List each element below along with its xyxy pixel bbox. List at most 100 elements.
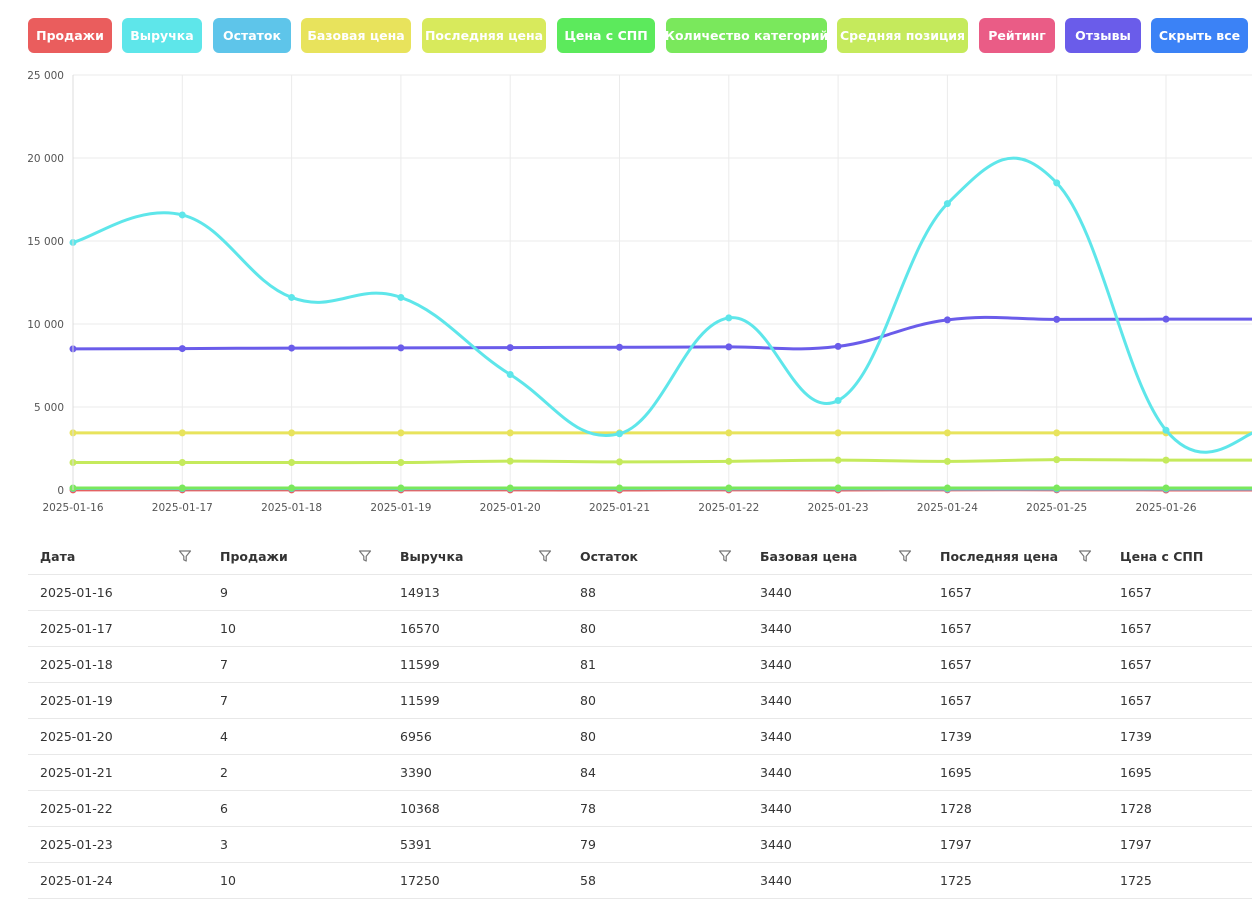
table-cell: 1797 xyxy=(1120,837,1152,852)
column-header[interactable]: Последняя цена xyxy=(940,548,1059,564)
data-point-category_count xyxy=(725,484,733,492)
column-header[interactable]: Базовая цена xyxy=(760,548,858,564)
toggle-button-8[interactable]: Рейтинг xyxy=(979,18,1055,53)
filter-icon[interactable] xyxy=(718,549,732,563)
table-cell: 2025-01-18 xyxy=(40,657,113,672)
table-cell: 3440 xyxy=(760,873,792,888)
toggle-button-0[interactable]: Продажи xyxy=(28,18,112,53)
table-cell: 1739 xyxy=(940,729,972,744)
table-cell: 1657 xyxy=(940,621,972,636)
table-cell: 1695 xyxy=(940,765,972,780)
table-header-row: Дата Продажи Выручка Остаток Базовая цена Пос… xyxy=(28,538,1252,575)
table-cell: 58 xyxy=(580,873,596,888)
x-tick-label: 2025-01-20 xyxy=(480,502,541,514)
toggle-button-2[interactable]: Остаток xyxy=(213,18,291,53)
x-tick-label: 2025-01-22 xyxy=(698,502,759,514)
toggle-button-3[interactable]: Базовая цена xyxy=(301,18,411,53)
table-cell: 80 xyxy=(580,693,596,708)
data-point-category_count xyxy=(616,484,623,492)
series-line-avg_position xyxy=(71,458,1252,465)
column-header[interactable]: Продажи xyxy=(220,548,288,564)
data-point-avg_position xyxy=(725,457,733,465)
series-line-reviews xyxy=(71,315,1252,351)
data-point-reviews xyxy=(616,343,623,351)
column-header[interactable]: Выручка xyxy=(400,548,464,564)
x-tick-label: 2025-01-18 xyxy=(261,502,322,514)
data-point-revenue xyxy=(1053,179,1061,187)
column-header[interactable]: Остаток xyxy=(580,548,639,564)
filter-icon[interactable] xyxy=(538,549,552,563)
table-cell: 3440 xyxy=(760,621,792,636)
y-tick-label: 25 000 xyxy=(27,70,64,82)
x-tick-label: 2025-01-17 xyxy=(152,502,213,514)
table-cell: 1657 xyxy=(940,693,972,708)
table-cell: 78 xyxy=(580,801,596,816)
data-table: Дата Продажи Выручка Остаток Базовая цена Пос… xyxy=(28,538,1252,899)
toggle-button-10[interactable]: Скрыть все xyxy=(1151,18,1248,53)
toggle-button-9[interactable]: Отзывы xyxy=(1065,18,1141,53)
data-point-category_count xyxy=(1162,484,1170,492)
data-point-category_count xyxy=(506,484,514,492)
data-point-category_count xyxy=(1053,484,1061,492)
filter-icon[interactable] xyxy=(178,549,192,563)
data-point-base_price xyxy=(943,429,951,437)
data-point-base_price xyxy=(397,429,405,437)
column-header[interactable]: Цена с СПП xyxy=(1120,548,1204,564)
toggle-button-6[interactable]: Количество категорий xyxy=(665,18,828,53)
table-cell: 2025-01-16 xyxy=(40,585,113,600)
y-tick-label: 5 000 xyxy=(34,402,64,414)
table-cell: 10 xyxy=(220,621,236,636)
table-cell: 2025-01-21 xyxy=(40,765,113,780)
table-cell: 3440 xyxy=(760,585,792,600)
filter-icon[interactable] xyxy=(898,549,912,563)
data-point-reviews xyxy=(1053,315,1061,323)
table-cell: 4 xyxy=(220,729,228,744)
data-point-base_price xyxy=(506,429,514,437)
data-point-base_price xyxy=(725,429,733,437)
table-cell: 16570 xyxy=(400,621,440,636)
toggle-button-5[interactable]: Цена с СПП xyxy=(557,18,655,53)
table-cell: 3440 xyxy=(760,657,792,672)
data-point-category_count xyxy=(943,484,951,492)
table-row: 2025-01-20 4 6956 80 3440 1739 1739 xyxy=(28,719,1252,755)
data-point-base_price xyxy=(288,429,296,437)
data-point-reviews xyxy=(834,342,842,350)
column-header[interactable]: Дата xyxy=(40,548,76,564)
table-cell: 1657 xyxy=(1120,693,1152,708)
filter-icon[interactable] xyxy=(1078,549,1092,563)
toggle-button-7[interactable]: Средняя позиция xyxy=(837,18,968,53)
table-cell: 11599 xyxy=(400,693,440,708)
table-cell: 9 xyxy=(220,585,228,600)
toggle-button-4[interactable]: Последняя цена xyxy=(422,18,546,53)
table-cell: 81 xyxy=(580,657,596,672)
table-cell: 11599 xyxy=(400,657,440,672)
data-point-reviews xyxy=(288,344,296,352)
data-point-category_count xyxy=(397,484,405,492)
toggle-button-1[interactable]: Выручка xyxy=(122,18,202,53)
data-point-revenue xyxy=(288,293,296,301)
table-cell: 6956 xyxy=(400,729,432,744)
x-tick-label: 2025-01-25 xyxy=(1026,502,1087,514)
series-line-revenue xyxy=(71,156,1252,454)
filter-icon[interactable] xyxy=(358,549,372,563)
y-tick-label: 10 000 xyxy=(27,319,64,331)
table-cell: 3440 xyxy=(760,765,792,780)
data-point-revenue xyxy=(178,211,186,219)
data-point-avg_position xyxy=(288,458,296,466)
data-point-category_count xyxy=(178,484,186,492)
table-cell: 88 xyxy=(580,585,596,600)
table-cell: 84 xyxy=(580,765,596,780)
table-cell: 17250 xyxy=(400,873,440,888)
data-point-reviews xyxy=(178,345,186,353)
data-point-reviews xyxy=(1162,315,1170,323)
table-row: 2025-01-24 10 17250 58 3440 1725 1725 xyxy=(28,863,1252,899)
data-point-avg_position xyxy=(616,458,623,466)
table-row: 2025-01-18 7 11599 81 3440 1657 1657 xyxy=(28,647,1252,683)
table-row: 2025-01-16 9 14913 88 3440 1657 1657 xyxy=(28,575,1252,611)
data-point-reviews xyxy=(397,344,405,352)
series-toggle-bar: Продажи Выручка Остаток Базовая цена Последн… xyxy=(0,0,1252,60)
x-tick-label: 2025-01-23 xyxy=(808,502,869,514)
table-cell: 80 xyxy=(580,621,596,636)
table-cell: 7 xyxy=(220,693,228,708)
table-cell: 7 xyxy=(220,657,228,672)
